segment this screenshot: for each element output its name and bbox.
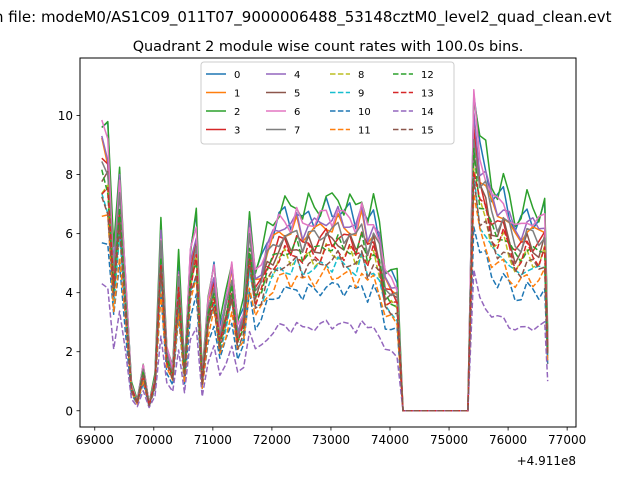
x-tick-label: 71000 xyxy=(194,433,232,447)
series-line-14 xyxy=(101,268,549,412)
x-tick-label: 73000 xyxy=(312,433,350,447)
legend-label-4: 4 xyxy=(294,70,300,81)
series-line-7 xyxy=(101,138,549,412)
legend-label-11: 11 xyxy=(358,126,371,137)
legend-label-13: 13 xyxy=(421,89,434,100)
y-tick-label: 8 xyxy=(65,168,73,182)
legend-box xyxy=(200,61,455,145)
axes-frame xyxy=(79,57,577,428)
x-axis: 69000 70000 71000 72000 73000 74000 75000 76000… xyxy=(76,427,586,447)
legend-label-1: 1 xyxy=(234,89,240,100)
x-tick-label: 75000 xyxy=(430,433,468,447)
legend-label-0: 0 xyxy=(234,70,240,81)
plot-area xyxy=(101,89,549,412)
y-tick-label: 6 xyxy=(65,227,73,241)
legend-label-3: 3 xyxy=(234,126,240,137)
legend-label-5: 5 xyxy=(294,89,300,100)
x-tick-label: 69000 xyxy=(76,433,114,447)
y-axis: 0 2 4 6 8 10 xyxy=(58,109,80,418)
chart-title: Quadrant 2 module wise count rates with … xyxy=(133,39,524,55)
x-tick-label: 72000 xyxy=(253,433,291,447)
legend-label-9: 9 xyxy=(358,89,364,100)
series-line-15 xyxy=(101,177,549,412)
legend-label-2: 2 xyxy=(234,107,240,118)
x-offset-label: +4.911e8 xyxy=(517,454,576,468)
x-tick-label: 76000 xyxy=(489,433,527,447)
figure-suptitle: n file: modeM0/AS1C09_011T07_9000006488_… xyxy=(0,8,612,27)
x-tick-label: 74000 xyxy=(371,433,409,447)
legend-label-10: 10 xyxy=(358,107,371,118)
y-tick-label: 10 xyxy=(58,109,73,123)
y-tick-label: 0 xyxy=(65,404,73,418)
legend-label-15: 15 xyxy=(421,126,434,137)
legend-label-6: 6 xyxy=(294,107,300,118)
legend-label-7: 7 xyxy=(294,126,300,137)
series-line-13 xyxy=(101,170,549,412)
x-tick-label: 77000 xyxy=(548,433,586,447)
y-tick-label: 4 xyxy=(65,286,73,300)
y-tick-label: 2 xyxy=(65,345,73,359)
legend-label-8: 8 xyxy=(358,70,364,81)
legend-label-14: 14 xyxy=(421,107,434,118)
x-tick-label: 70000 xyxy=(135,433,173,447)
legend-label-12: 12 xyxy=(421,70,434,81)
